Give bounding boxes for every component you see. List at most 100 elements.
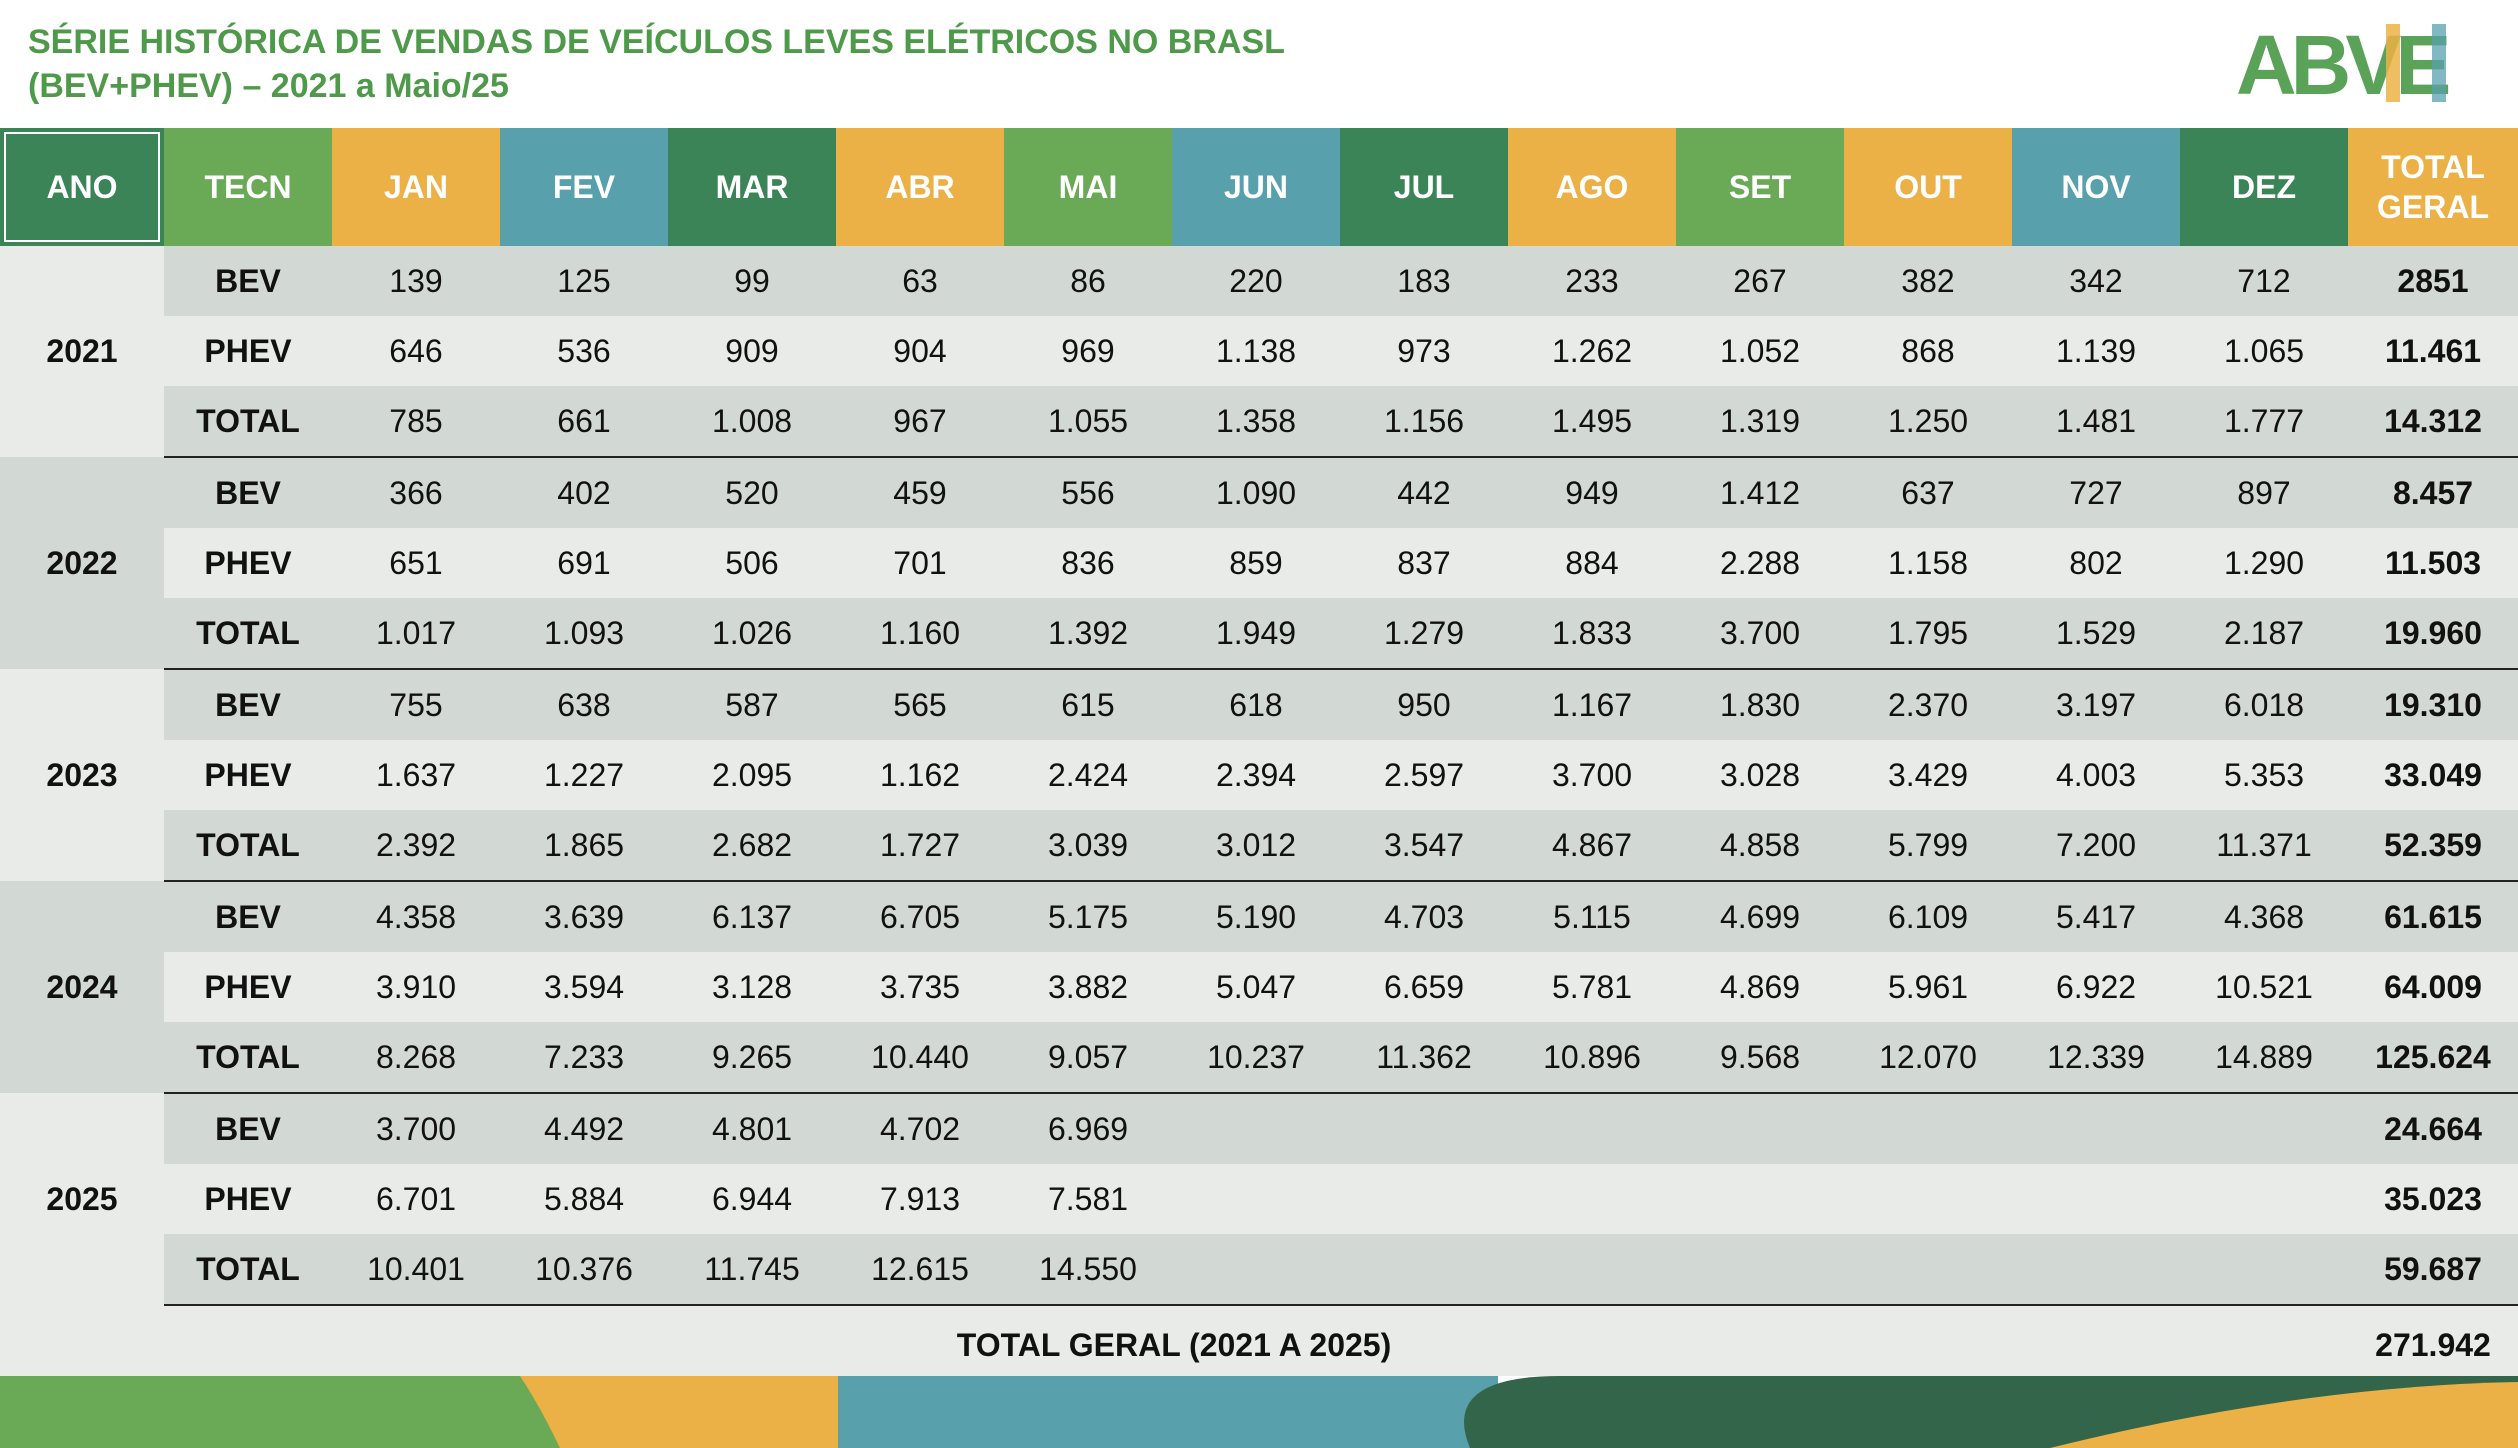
month-value-cell: 12.070 <box>1844 1022 2012 1094</box>
month-value-cell: 651 <box>332 528 500 598</box>
month-value-cell: 11.745 <box>668 1234 836 1306</box>
header-month: SET <box>1676 128 1844 246</box>
month-value-cell: 6.969 <box>1004 1093 1172 1164</box>
month-value-cell: 973 <box>1340 316 1508 386</box>
month-value-cell: 5.961 <box>1844 952 2012 1022</box>
month-value-cell: 1.795 <box>1844 598 2012 670</box>
tecn-cell: TOTAL <box>164 386 332 458</box>
month-value-cell: 661 <box>500 386 668 458</box>
total-geral-cell: 61.615 <box>2348 881 2518 952</box>
footer-band-orange <box>520 1376 840 1448</box>
month-value-cell: 691 <box>500 528 668 598</box>
month-value-cell: 442 <box>1340 457 1508 528</box>
month-value-cell: 6.659 <box>1340 952 1508 1022</box>
month-value-cell <box>2180 1234 2348 1306</box>
month-value-cell <box>1676 1164 1844 1234</box>
month-value-cell <box>1340 1093 1508 1164</box>
month-value-cell: 802 <box>2012 528 2180 598</box>
month-value-cell <box>2180 1093 2348 1164</box>
header-month: NOV <box>2012 128 2180 246</box>
header-month: AGO <box>1508 128 1676 246</box>
month-value-cell: 4.003 <box>2012 740 2180 810</box>
header-month: ABR <box>836 128 1004 246</box>
month-value-cell: 3.735 <box>836 952 1004 1022</box>
month-value-cell: 2.424 <box>1004 740 1172 810</box>
tecn-cell: BEV <box>164 246 332 316</box>
month-value-cell: 1.833 <box>1508 598 1676 670</box>
month-value-cell: 949 <box>1508 457 1676 528</box>
month-value-cell <box>1172 1093 1340 1164</box>
month-value-cell: 1.481 <box>2012 386 2180 458</box>
month-value-cell: 1.065 <box>2180 316 2348 386</box>
month-value-cell: 267 <box>1676 246 1844 316</box>
month-value-cell: 2.370 <box>1844 669 2012 740</box>
header-total-line-1: TOTAL <box>2381 149 2485 185</box>
month-value-cell: 3.639 <box>500 881 668 952</box>
month-value-cell: 5.190 <box>1172 881 1340 952</box>
month-value-cell: 969 <box>1004 316 1172 386</box>
month-value-cell: 5.417 <box>2012 881 2180 952</box>
month-value-cell: 5.781 <box>1508 952 1676 1022</box>
total-geral-cell: 11.461 <box>2348 316 2518 386</box>
month-value-cell: 14.550 <box>1004 1234 1172 1306</box>
month-value-cell: 618 <box>1172 669 1340 740</box>
month-value-cell: 3.700 <box>1508 740 1676 810</box>
grand-total-value: 271.942 <box>2348 1305 2518 1384</box>
month-value-cell: 1.392 <box>1004 598 1172 670</box>
month-value-cell: 63 <box>836 246 1004 316</box>
month-value-cell: 8.268 <box>332 1022 500 1094</box>
tecn-cell: TOTAL <box>164 1022 332 1094</box>
month-value-cell: 366 <box>332 457 500 528</box>
month-value-cell: 1.358 <box>1172 386 1340 458</box>
abve-logo: ABVE <box>2236 18 2454 106</box>
table-row: PHEV 6.701 5.884 6.944 7.913 7.581 35.023 <box>0 1164 2518 1234</box>
month-value-cell <box>2012 1093 2180 1164</box>
month-value-cell: 6.922 <box>2012 952 2180 1022</box>
month-value-cell: 1.008 <box>668 386 836 458</box>
month-value-cell: 1.279 <box>1340 598 1508 670</box>
table-row: 2022 BEV 366 402 520 459 556 1.090 442 949 1.412 63… <box>0 457 2518 669</box>
month-value-cell: 5.047 <box>1172 952 1340 1022</box>
month-value-cell: 1.290 <box>2180 528 2348 598</box>
month-value-cell: 12.615 <box>836 1234 1004 1306</box>
month-value-cell <box>2012 1164 2180 1234</box>
month-value-cell: 10.440 <box>836 1022 1004 1094</box>
month-value-cell: 727 <box>2012 457 2180 528</box>
month-value-cell: 2.288 <box>1676 528 1844 598</box>
table-row: PHEV 3.910 3.594 3.128 3.735 3.882 5.047 6.659 5… <box>0 952 2518 1022</box>
month-value-cell: 7.233 <box>500 1022 668 1094</box>
total-geral-cell: 8.457 <box>2348 457 2518 528</box>
year-cell: 2022 <box>0 457 164 669</box>
header-month: FEV <box>500 128 668 246</box>
month-value-cell <box>1172 1164 1340 1234</box>
tecn-cell: BEV <box>164 669 332 740</box>
header-ano: ANO <box>0 128 164 246</box>
month-value-cell: 402 <box>500 457 668 528</box>
month-value-cell: 6.944 <box>668 1164 836 1234</box>
table-row: 2021 BEV 139 125 99 63 86 220 183 233 267 382 342 712… <box>0 246 2518 457</box>
header-total-geral: TOTAL GERAL <box>2348 128 2518 246</box>
tecn-cell: PHEV <box>164 316 332 386</box>
grand-total-row: TOTAL GERAL (2021 A 2025) 271.942 <box>0 1305 2518 1384</box>
month-value-cell <box>2180 1164 2348 1234</box>
month-value-cell: 1.250 <box>1844 386 2012 458</box>
month-value-cell: 382 <box>1844 246 2012 316</box>
year-cell: 2023 <box>0 669 164 881</box>
header-month: DEZ <box>2180 128 2348 246</box>
total-geral-cell: 19.310 <box>2348 669 2518 740</box>
total-geral-cell: 59.687 <box>2348 1234 2518 1306</box>
month-value-cell: 1.090 <box>1172 457 1340 528</box>
page-title: SÉRIE HISTÓRICA DE VENDAS DE VEÍCULOS LE… <box>28 20 1928 108</box>
month-value-cell: 4.867 <box>1508 810 1676 882</box>
month-value-cell: 859 <box>1172 528 1340 598</box>
table-row: 2025 BEV 3.700 4.492 4.801 4.702 6.969 24.664 <box>0 1093 2518 1305</box>
month-value-cell: 520 <box>668 457 836 528</box>
table-row: TOTAL 1.017 1.093 1.026 1.160 1.392 1.949 1.279… <box>0 598 2518 670</box>
month-value-cell: 556 <box>1004 457 1172 528</box>
month-value-cell: 950 <box>1340 669 1508 740</box>
title-line-1: SÉRIE HISTÓRICA DE VENDAS DE VEÍCULOS LE… <box>28 23 1285 61</box>
month-value-cell: 1.319 <box>1676 386 1844 458</box>
month-value-cell: 1.495 <box>1508 386 1676 458</box>
month-value-cell: 5.175 <box>1004 881 1172 952</box>
total-geral-cell: 24.664 <box>2348 1093 2518 1164</box>
